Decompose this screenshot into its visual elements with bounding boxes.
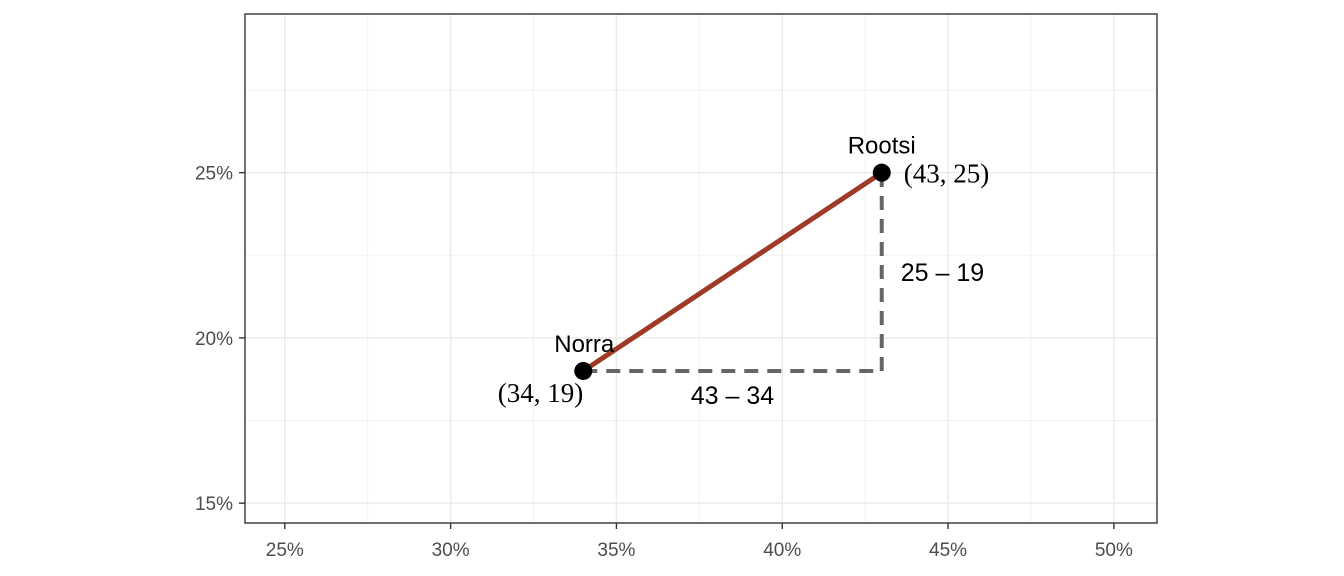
x-tick-label: 40% <box>763 540 801 561</box>
point-coord-rootsi: (43, 25) <box>904 159 989 189</box>
point-norra <box>574 361 593 380</box>
point-name-rootsi: Rootsi <box>848 133 916 160</box>
grid-lines <box>245 14 1157 523</box>
data-points <box>574 163 891 380</box>
y-tick-label: 15% <box>195 494 233 515</box>
x-tick-label: 45% <box>929 540 967 561</box>
point-name-norra: Norra <box>554 331 615 358</box>
segment-norra-rootsi <box>581 170 884 374</box>
y-tick-label: 20% <box>195 329 233 350</box>
axes: 25% 30% 35% 40% 45% 50% 15% 20% 25% <box>195 164 1133 561</box>
x-tick-label: 35% <box>597 540 635 561</box>
difference-guides <box>583 172 884 373</box>
x-tick-label: 30% <box>432 540 470 561</box>
x-tick-label: 50% <box>1095 540 1133 561</box>
connecting-segment <box>581 170 884 374</box>
panel-border <box>244 13 1158 524</box>
vertical-difference-label: 25 – 19 <box>901 259 984 287</box>
point-rootsi <box>872 163 891 182</box>
labels: Norra Rootsi (34, 19) (43, 25) 43 – 34 25 – 1… <box>498 133 989 410</box>
x-tick-label: 25% <box>266 540 304 561</box>
point-coord-norra: (34, 19) <box>498 378 583 408</box>
horizontal-difference-label: 43 – 34 <box>691 382 775 410</box>
y-tick-label: 25% <box>195 164 233 185</box>
